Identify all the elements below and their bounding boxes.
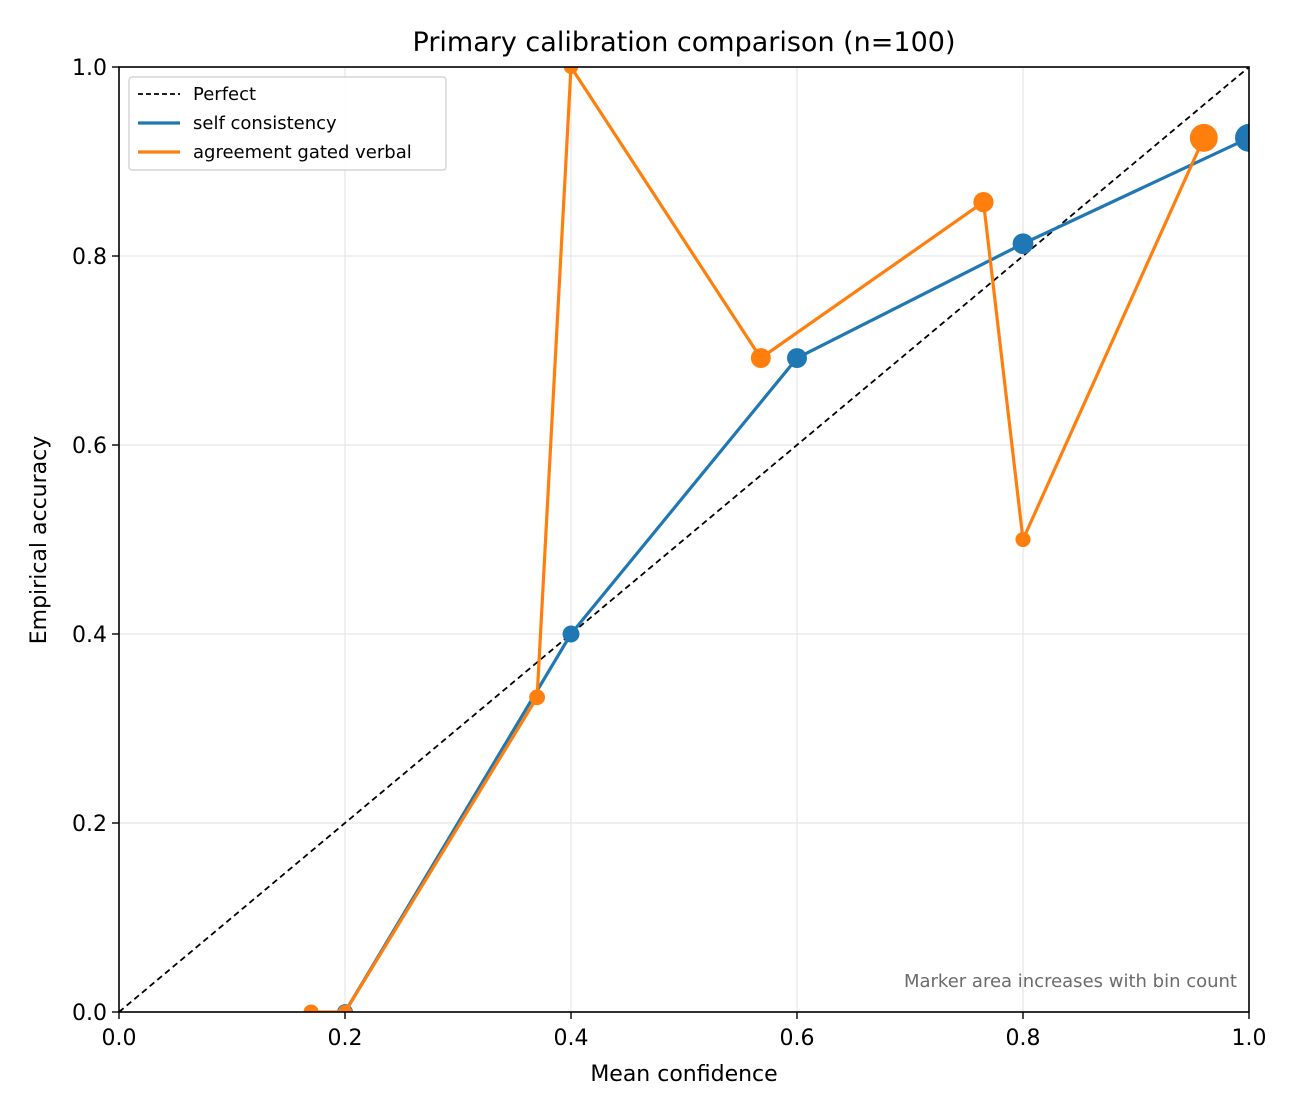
legend-label-perfect: Perfect	[193, 84, 256, 105]
perfect-calibration-line	[118, 66, 1250, 1013]
chart-title: Primary calibration comparison (n=100)	[413, 27, 956, 58]
legend: Perfect self consistency agreement gated…	[128, 76, 447, 171]
x-tick-label: 0.4	[554, 1026, 589, 1051]
plot-frame	[118, 66, 1250, 1013]
axis-ticks: 0.0 0.2 0.4 0.6 0.8 1.0 0.0 0.2 0.4 0.6 0.8 1.0	[72, 56, 1267, 1051]
y-tick-label: 0.4	[72, 623, 107, 648]
data-point-agreement-gated-verbal	[973, 192, 994, 213]
legend-box	[128, 76, 447, 171]
x-tick-label: 1.0	[1232, 1026, 1267, 1051]
data-point-self-consistency	[1012, 233, 1034, 255]
x-tick-label: 0.8	[1006, 1026, 1041, 1051]
data-point-agreement-gated-verbal	[303, 1004, 319, 1012]
data-point-agreement-gated-verbal	[1189, 123, 1218, 152]
y-tick-label: 0.6	[72, 434, 107, 459]
series-line-agreement-gated-verbal	[311, 67, 1206, 1012]
data-point-self-consistency	[1235, 123, 1249, 152]
series-layer	[303, 67, 1249, 1012]
legend-label-self-consistency: self consistency	[193, 113, 337, 134]
marker-size-note: Marker area increases with bin count	[904, 971, 1237, 992]
x-tick-label: 0.0	[102, 1026, 137, 1051]
y-tick-label: 0.2	[72, 812, 107, 837]
reference-line-layer	[118, 66, 1250, 1013]
legend-label-agreement-gated-verbal: agreement gated verbal	[193, 142, 412, 163]
y-tick-label: 0.8	[72, 245, 107, 270]
data-point-agreement-gated-verbal	[563, 67, 579, 75]
x-axis-title: Mean confidence	[590, 1062, 777, 1087]
data-point-agreement-gated-verbal	[750, 348, 771, 369]
y-axis-title: Empirical accuracy	[27, 436, 52, 645]
grid	[118, 66, 1250, 1013]
y-tick-label: 0.0	[72, 1001, 107, 1026]
data-point-self-consistency	[562, 625, 580, 643]
x-tick-label: 0.2	[328, 1026, 363, 1051]
data-point-self-consistency	[787, 348, 807, 369]
data-point-agreement-gated-verbal	[1015, 531, 1031, 548]
data-point-agreement-gated-verbal	[529, 689, 546, 706]
series-agreement-gated-verbal	[303, 67, 1218, 1012]
y-tick-label: 1.0	[72, 56, 107, 81]
data-point-agreement-gated-verbal	[337, 1004, 353, 1012]
x-tick-label: 0.6	[780, 1026, 815, 1051]
